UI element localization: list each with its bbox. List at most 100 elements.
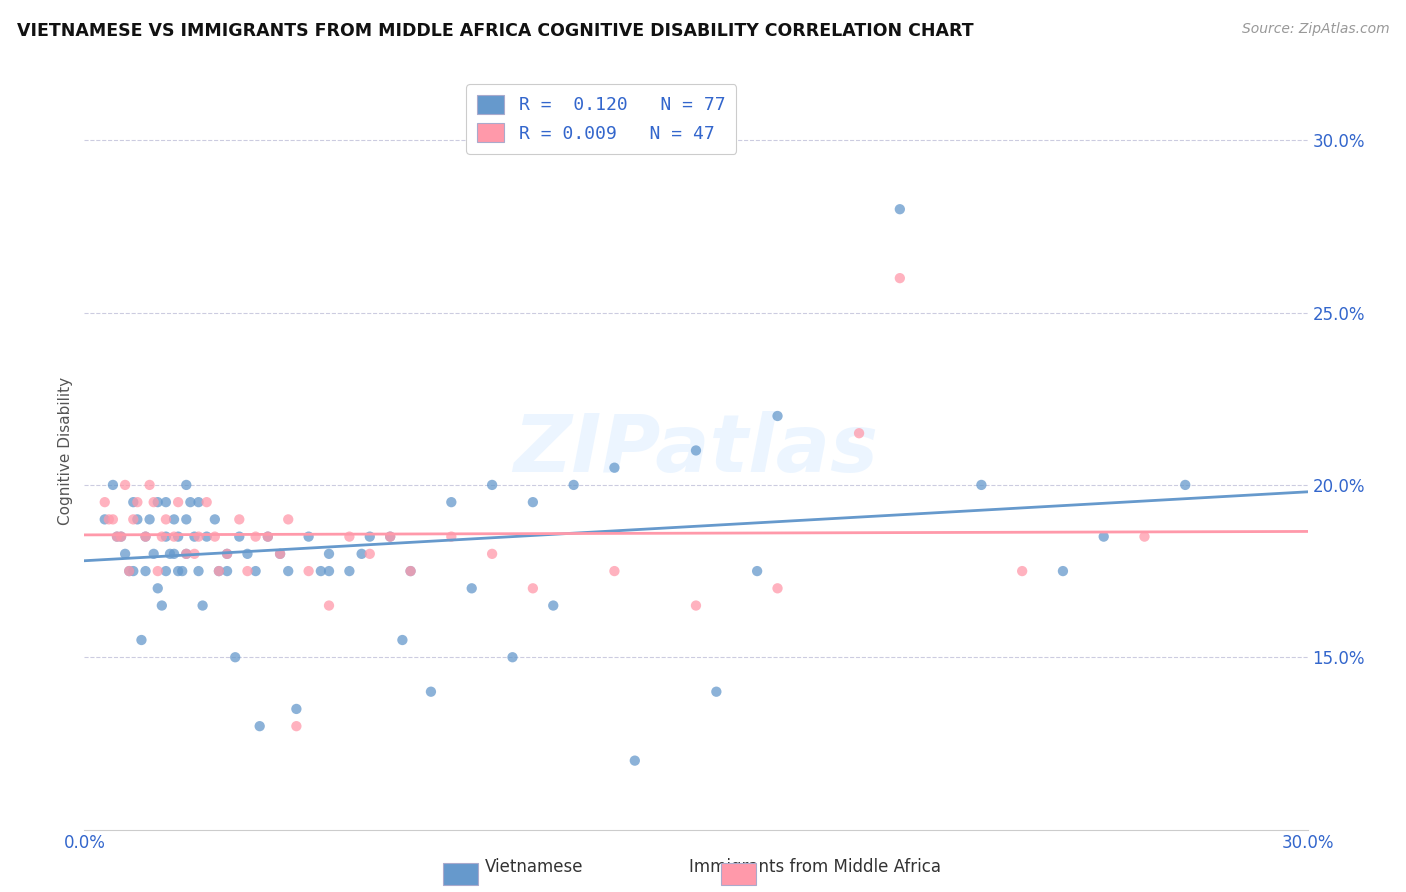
Point <box>155 495 177 509</box>
Point <box>105 530 128 544</box>
Point <box>110 530 132 544</box>
Point <box>142 547 165 561</box>
Point <box>183 547 205 561</box>
Point <box>245 564 267 578</box>
Point <box>245 530 267 544</box>
Point <box>174 478 197 492</box>
Point <box>603 564 626 578</box>
Legend: R =  0.120   N = 77, R = 0.009   N = 47: R = 0.120 N = 77, R = 0.009 N = 47 <box>467 84 737 153</box>
Point <box>135 564 157 578</box>
Point <box>155 564 177 578</box>
Point <box>131 633 153 648</box>
Point <box>191 599 214 613</box>
Point <box>481 478 503 492</box>
Point <box>167 564 190 578</box>
Point <box>204 530 226 544</box>
Point <box>309 564 332 578</box>
Point <box>391 633 413 648</box>
Point <box>440 530 463 544</box>
Text: Vietnamese: Vietnamese <box>485 858 583 876</box>
Point <box>461 582 484 596</box>
Point <box>127 512 149 526</box>
Point <box>174 512 197 526</box>
Point <box>257 530 280 544</box>
Point <box>889 271 911 285</box>
Point <box>195 530 218 544</box>
Point <box>889 202 911 217</box>
Point <box>172 564 194 578</box>
Point <box>228 530 250 544</box>
Point <box>195 495 218 509</box>
Point <box>1011 564 1033 578</box>
Point <box>706 684 728 698</box>
Point <box>298 530 321 544</box>
Text: ZIPatlas: ZIPatlas <box>513 411 879 490</box>
Point <box>685 443 707 458</box>
Point <box>110 530 132 544</box>
Point <box>481 547 503 561</box>
Point <box>766 582 789 596</box>
Point <box>970 478 993 492</box>
Point <box>93 495 115 509</box>
Point <box>187 495 209 509</box>
Point <box>159 547 181 561</box>
Point <box>249 719 271 733</box>
Point <box>187 530 209 544</box>
Point <box>380 530 402 544</box>
Text: Immigrants from Middle Africa: Immigrants from Middle Africa <box>689 858 942 876</box>
Point <box>118 564 141 578</box>
Point <box>257 530 280 544</box>
Point <box>236 547 259 561</box>
Point <box>105 530 128 544</box>
Point <box>339 530 361 544</box>
Point <box>135 530 157 544</box>
Point <box>93 512 115 526</box>
Point <box>1174 478 1197 492</box>
Point <box>179 495 201 509</box>
Point <box>350 547 373 561</box>
Point <box>285 702 308 716</box>
Point <box>269 547 291 561</box>
Point <box>277 512 299 526</box>
Point <box>269 547 291 561</box>
Point <box>848 426 870 441</box>
Point <box>114 478 136 492</box>
Point <box>217 547 239 561</box>
Point <box>318 547 340 561</box>
Point <box>208 564 231 578</box>
Point <box>747 564 769 578</box>
Point <box>208 564 231 578</box>
Point <box>187 564 209 578</box>
Point <box>380 530 402 544</box>
Point <box>339 564 361 578</box>
Point <box>174 547 197 561</box>
Point <box>359 547 381 561</box>
Point <box>101 512 124 526</box>
Point <box>298 564 321 578</box>
Point <box>122 512 145 526</box>
Point <box>114 547 136 561</box>
Point <box>543 599 565 613</box>
Point <box>138 512 160 526</box>
Point <box>562 478 585 492</box>
Point <box>155 530 177 544</box>
Point <box>155 512 177 526</box>
Point <box>359 530 381 544</box>
Point <box>217 547 239 561</box>
Point <box>1133 530 1156 544</box>
Point <box>204 512 226 526</box>
Point <box>217 564 239 578</box>
Point <box>522 582 544 596</box>
Point <box>420 684 443 698</box>
Point <box>150 530 173 544</box>
Point <box>685 599 707 613</box>
Point <box>118 564 141 578</box>
Point <box>167 495 190 509</box>
Point <box>502 650 524 665</box>
Point <box>1092 530 1115 544</box>
Point <box>101 478 124 492</box>
Point <box>122 495 145 509</box>
Point <box>97 512 120 526</box>
Point <box>277 564 299 578</box>
Point <box>146 564 169 578</box>
